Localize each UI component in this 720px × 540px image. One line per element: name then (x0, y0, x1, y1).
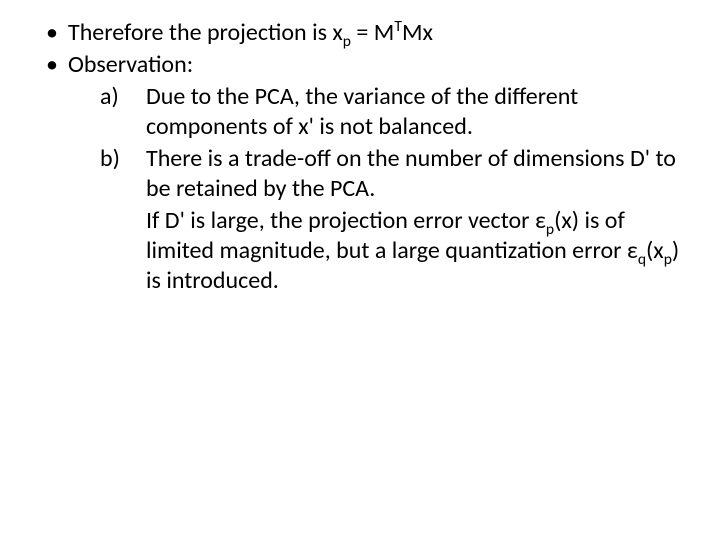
sub-item-a: a) Due to the PCA, the variance of the d… (68, 82, 680, 142)
sub-list: a) Due to the PCA, the variance of the d… (68, 82, 680, 296)
continuation-text: If D' is large, the projection error vec… (146, 206, 679, 295)
bullet-item-observation: Observation: a) Due to the PCA, the vari… (40, 50, 680, 296)
sub-label-b: b) (100, 144, 136, 174)
sub-item-b: b) There is a trade-off on the number of… (68, 144, 680, 204)
bullet-item-projection: Therefore the projection is xp = MTMx (40, 18, 680, 48)
bullet-list: Therefore the projection is xp = MTMx Ob… (40, 18, 680, 296)
sub-continuation-b: If D' is large, the projection error vec… (68, 206, 680, 296)
sub-text-b: There is a trade-off on the number of di… (146, 144, 680, 204)
sub-text-a: Due to the PCA, the variance of the diff… (146, 82, 680, 142)
sub-label-a: a) (100, 82, 136, 112)
bullet-text: Therefore the projection is xp = MTMx (68, 18, 433, 47)
bullet-text: Observation: (68, 50, 193, 79)
